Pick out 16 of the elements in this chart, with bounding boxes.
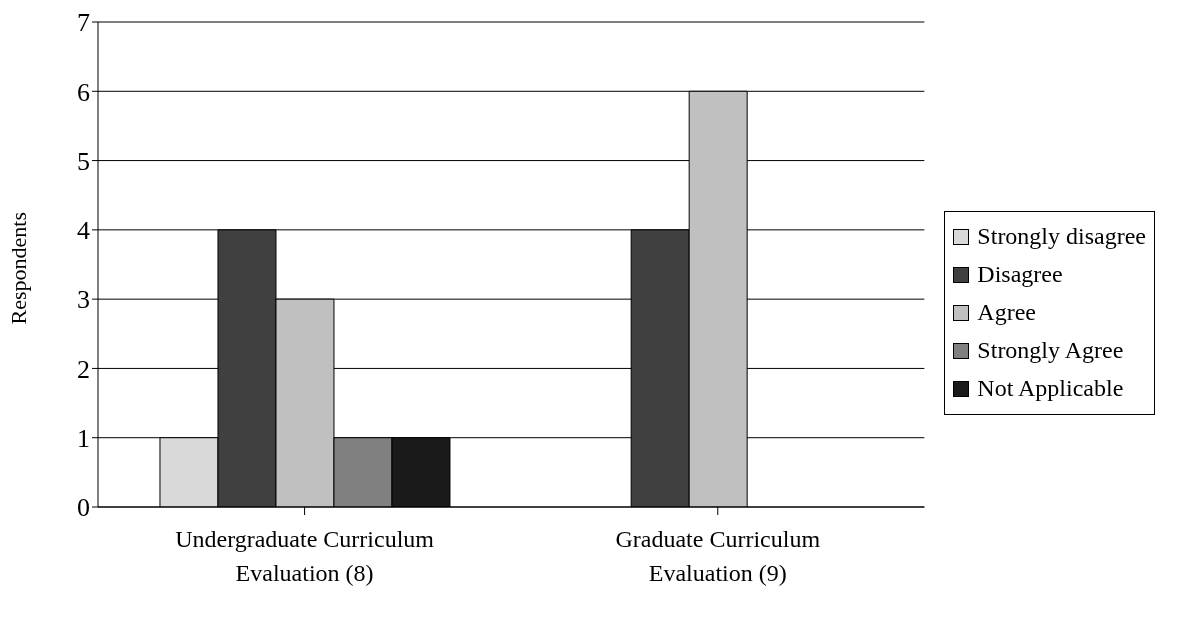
y-tick-label: 0 (77, 493, 90, 523)
legend-label: Agree (977, 299, 1036, 326)
legend-label: Disagree (977, 261, 1063, 288)
y-tick-label: 2 (77, 354, 90, 384)
legend-label: Strongly Agree (977, 337, 1124, 364)
y-axis-title: Respondents (5, 212, 31, 325)
x-tick-label: Graduate Curriculum Evaluation (9) (615, 526, 821, 586)
legend-label: Strongly disagree (977, 223, 1146, 250)
legend-label: Not Applicable (977, 375, 1124, 402)
y-tick-label: 5 (77, 146, 90, 176)
y-tick-label: 6 (77, 77, 90, 107)
y-tick-label: 3 (77, 285, 90, 315)
y-tick-label: 7 (77, 8, 90, 38)
y-tick-label: 4 (77, 216, 90, 246)
x-tick-label: Undergraduate Curriculum Evaluation (8) (175, 526, 435, 586)
y-tick-label: 1 (77, 423, 90, 453)
